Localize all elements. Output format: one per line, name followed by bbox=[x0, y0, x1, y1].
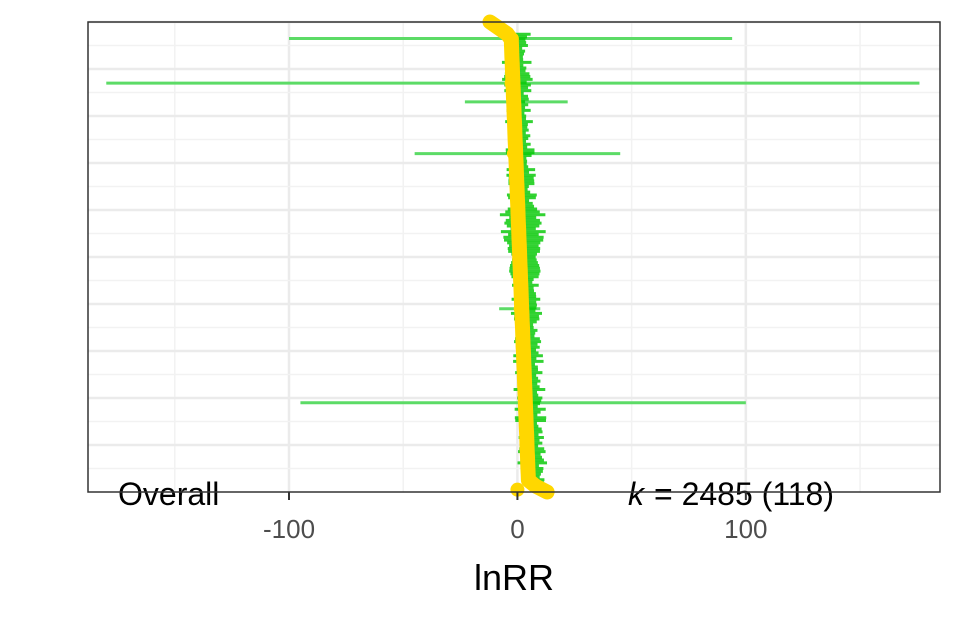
overall-label: Overall bbox=[118, 476, 219, 512]
estimate-point-5 bbox=[518, 396, 531, 409]
estimate-point-4 bbox=[513, 302, 526, 315]
point-estimates bbox=[482, 14, 555, 500]
sample-size-label: k = 2485 (118) bbox=[628, 476, 834, 512]
annotations: Overall k = 2485 (118) bbox=[118, 476, 834, 512]
x-axis-title: lnRR bbox=[474, 557, 554, 598]
estimate-point-2 bbox=[506, 95, 519, 108]
k-count: = 2485 (118) bbox=[654, 476, 834, 512]
x-tick-label-0: -100 bbox=[263, 514, 315, 544]
k-symbol: k bbox=[628, 476, 646, 512]
panel-border bbox=[87, 21, 941, 493]
estimate-point-3 bbox=[506, 147, 519, 160]
estimate-point-0 bbox=[506, 32, 519, 45]
x-tick-label-2: 100 bbox=[724, 514, 767, 544]
overall-estimate-point bbox=[510, 482, 525, 497]
x-tick-label-1: 0 bbox=[510, 514, 524, 544]
estimate-point-1 bbox=[504, 77, 517, 90]
x-axis: -100 0 100 bbox=[263, 492, 768, 544]
